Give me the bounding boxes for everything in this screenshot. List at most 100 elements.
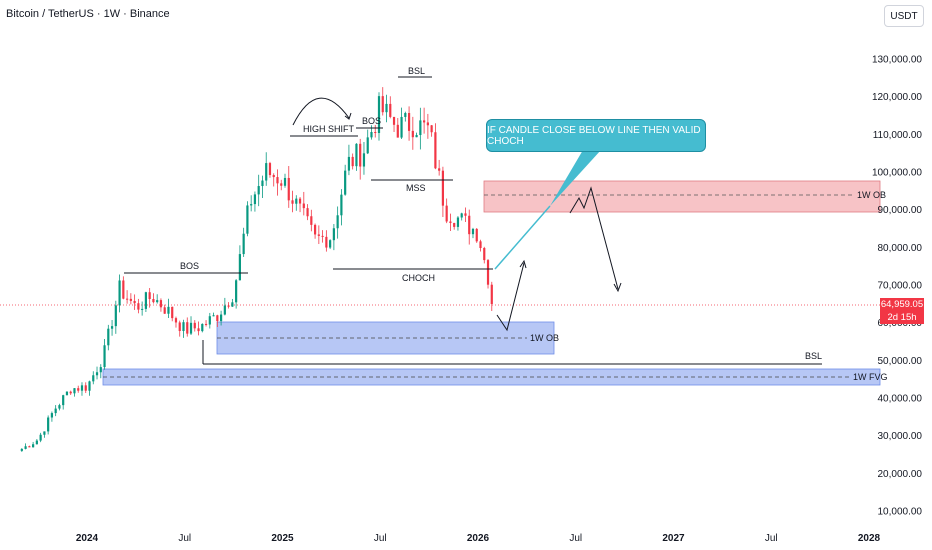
candle-body bbox=[73, 388, 76, 394]
fvg-label: 1W FVG bbox=[853, 372, 888, 382]
candle-body bbox=[39, 434, 42, 441]
x-tick-label: 2025 bbox=[271, 533, 294, 544]
candle-body bbox=[65, 391, 69, 396]
candle-body bbox=[464, 213, 467, 216]
candle-body bbox=[370, 132, 373, 138]
projection-path-1 bbox=[496, 262, 525, 332]
candle-body bbox=[43, 431, 46, 435]
candle-body bbox=[313, 224, 317, 235]
candle-body bbox=[69, 391, 72, 394]
x-tick-label: Jul bbox=[569, 533, 582, 544]
candle-body bbox=[231, 302, 234, 307]
candle-body bbox=[47, 417, 50, 432]
candle-body bbox=[396, 124, 399, 138]
candle-body bbox=[118, 280, 121, 306]
candle-body bbox=[280, 183, 283, 186]
candle-body bbox=[430, 125, 433, 133]
candle-body bbox=[291, 200, 294, 204]
candle-body bbox=[171, 306, 174, 319]
candle-body bbox=[88, 381, 91, 391]
y-tick-label: 40,000.00 bbox=[878, 394, 923, 405]
candle-body bbox=[28, 446, 31, 448]
candle-body bbox=[77, 388, 80, 391]
y-tick-label: 80,000.00 bbox=[878, 243, 923, 254]
high-shift-arc bbox=[292, 97, 350, 126]
candle-body bbox=[456, 217, 460, 227]
x-tick-label: Jul bbox=[178, 533, 191, 544]
candle-body bbox=[355, 143, 358, 167]
candle-body bbox=[486, 260, 490, 285]
candle-body bbox=[366, 137, 369, 154]
candle-body bbox=[317, 234, 320, 236]
candle-body bbox=[20, 448, 23, 451]
current-price-tag: 64,959.05 bbox=[880, 298, 924, 311]
candle-body bbox=[426, 122, 429, 126]
candle-body bbox=[212, 315, 215, 317]
candle-body bbox=[114, 305, 117, 327]
candle-body bbox=[321, 235, 324, 237]
candle-body bbox=[411, 130, 414, 138]
candle-body bbox=[62, 395, 65, 406]
candle-body bbox=[468, 215, 471, 235]
candle-body bbox=[174, 318, 178, 323]
x-tick-label: 2024 bbox=[76, 533, 99, 544]
candle-body bbox=[54, 408, 57, 414]
ob-upper-zone bbox=[483, 180, 881, 213]
ob-upper-label: 1W OB bbox=[857, 190, 886, 200]
candle-body bbox=[242, 233, 245, 255]
candle-body bbox=[400, 116, 403, 138]
candle-body bbox=[227, 305, 230, 307]
x-axis: 2024 Jul 2025 Jul 2026 Jul 2027 Jul 2028 bbox=[76, 533, 881, 544]
ob-lower-label: 1W OB bbox=[530, 333, 559, 343]
candle-body bbox=[246, 205, 249, 234]
candle-body bbox=[219, 314, 223, 322]
y-tick-label: 20,000.00 bbox=[878, 469, 923, 480]
candle-body bbox=[133, 300, 136, 304]
candle-body bbox=[381, 96, 384, 113]
candle-body bbox=[434, 132, 437, 169]
candle-body bbox=[453, 222, 456, 227]
candle-body bbox=[392, 116, 396, 125]
y-tick-label: 10,000.00 bbox=[878, 507, 923, 518]
candle-body bbox=[385, 103, 388, 113]
x-tick-label: 2028 bbox=[858, 533, 881, 544]
choch-label: CHOCH bbox=[402, 273, 435, 283]
candle-body bbox=[159, 300, 163, 308]
candle-body bbox=[141, 308, 144, 310]
candle-body bbox=[340, 194, 343, 216]
bsl-top-label: BSL bbox=[408, 66, 425, 76]
candle-body bbox=[92, 375, 95, 382]
candle-body bbox=[283, 177, 287, 186]
candle-body bbox=[250, 204, 253, 206]
candle-body bbox=[298, 198, 302, 204]
candle-body bbox=[287, 177, 290, 201]
candle-body bbox=[197, 328, 200, 332]
candle-body bbox=[257, 186, 260, 195]
candle-body bbox=[272, 175, 275, 178]
candle-body bbox=[103, 345, 106, 368]
candle-body bbox=[490, 284, 493, 304]
y-tick-label: 110,000.00 bbox=[873, 130, 923, 141]
y-tick-label: 100,000.00 bbox=[872, 168, 922, 179]
candle-body bbox=[110, 326, 114, 329]
candle-body bbox=[344, 170, 347, 195]
candle-body bbox=[310, 216, 313, 225]
candle-body bbox=[389, 103, 392, 117]
candle-body bbox=[186, 322, 189, 334]
x-tick-label: 2026 bbox=[467, 533, 490, 544]
candle-body bbox=[50, 413, 54, 418]
currency-selector[interactable]: USDT bbox=[884, 5, 924, 27]
candle-body bbox=[268, 163, 272, 176]
callout-connector bbox=[494, 205, 551, 270]
y-tick-label: 30,000.00 bbox=[878, 431, 923, 442]
projection-arrow-2 bbox=[613, 282, 622, 293]
candle-body bbox=[223, 305, 226, 315]
candle-body bbox=[95, 372, 99, 376]
candle-body bbox=[182, 322, 185, 332]
candle-body bbox=[441, 170, 445, 206]
candle-body bbox=[126, 298, 129, 300]
y-tick-label: 90,000.00 bbox=[878, 205, 923, 216]
candle-body bbox=[325, 236, 328, 248]
candle-body bbox=[423, 120, 426, 123]
